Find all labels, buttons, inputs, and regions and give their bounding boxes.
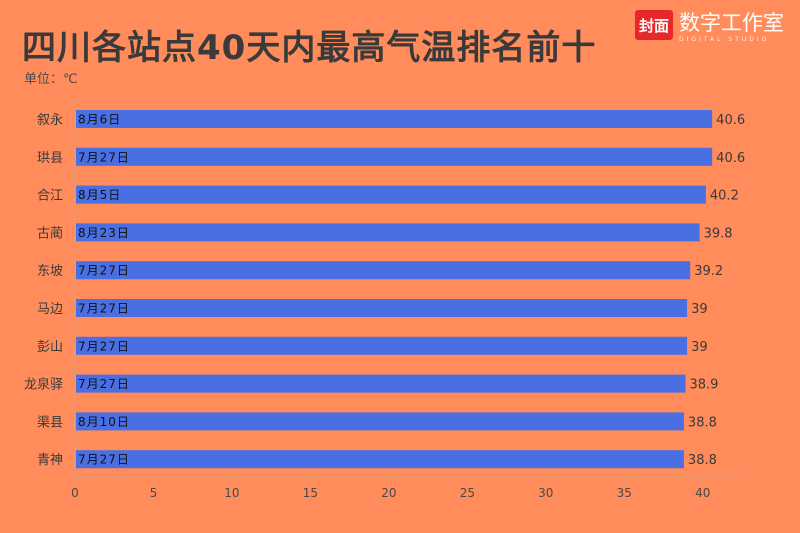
bar-date-label: 7月27日 xyxy=(78,453,130,467)
category-label: 马边 xyxy=(37,302,63,317)
bar-date-label: 7月27日 xyxy=(78,339,130,353)
bar-date-label: 8月10日 xyxy=(78,415,130,429)
value-label: 38.8 xyxy=(688,415,717,430)
bar-date-label: 8月6日 xyxy=(78,113,121,127)
category-label: 龙泉驿 xyxy=(24,377,63,393)
category-label: 渠县 xyxy=(37,415,63,430)
x-tick-label: 5 xyxy=(150,486,158,500)
bar-date-label: 7月27日 xyxy=(78,264,130,278)
category-label: 珙县 xyxy=(37,151,63,166)
value-label: 39.8 xyxy=(704,226,733,241)
logo-mark-icon: 封面 xyxy=(635,10,673,40)
logo-name: 数字工作室 xyxy=(679,11,784,35)
unit-label: 单位：℃ xyxy=(24,72,78,87)
bar xyxy=(76,110,713,128)
value-label: 40.6 xyxy=(716,151,745,166)
x-tick-label: 20 xyxy=(381,486,396,500)
bar-date-label: 8月5日 xyxy=(78,188,121,202)
bar xyxy=(76,336,688,355)
logo-subtitle: DIGITAL STUDIO xyxy=(679,36,770,43)
chart-title: 四川各站点40天内最高气温排名前十 xyxy=(22,28,597,68)
value-label: 40.6 xyxy=(716,113,745,128)
bar-date-label: 7月27日 xyxy=(78,150,130,164)
category-label: 彭山 xyxy=(37,340,63,355)
category-label: 合江 xyxy=(37,189,63,204)
x-tick-label: 40 xyxy=(695,486,710,500)
bar xyxy=(76,223,700,242)
value-label: 38.8 xyxy=(688,453,717,468)
x-tick-label: 30 xyxy=(538,486,553,500)
value-label: 39.2 xyxy=(694,264,723,279)
bar xyxy=(76,374,686,393)
category-label: 古蔺 xyxy=(37,226,63,241)
category-label: 叙永 xyxy=(37,113,63,128)
bar xyxy=(76,412,684,431)
x-tick-label: 15 xyxy=(303,486,318,500)
bar-date-label: 8月23日 xyxy=(78,226,130,240)
value-label: 38.9 xyxy=(690,378,719,393)
value-label: 39 xyxy=(691,340,708,355)
bar xyxy=(76,185,706,204)
x-tick-label: 10 xyxy=(224,486,239,500)
category-label: 青神 xyxy=(37,453,63,468)
x-tick-label: 0 xyxy=(71,486,79,500)
brand-logo: 封面 数字工作室 DIGITAL STUDIO xyxy=(635,10,784,43)
bar-date-label: 7月27日 xyxy=(78,302,130,316)
bar xyxy=(76,147,713,166)
bar-date-label: 7月27日 xyxy=(78,377,130,391)
x-tick-label: 25 xyxy=(460,486,475,500)
category-label: 东坡 xyxy=(37,264,63,279)
bar xyxy=(76,299,688,317)
value-label: 39 xyxy=(691,302,708,317)
value-label: 40.2 xyxy=(710,189,739,204)
bar xyxy=(76,261,691,280)
bar xyxy=(76,450,684,469)
x-tick-label: 35 xyxy=(617,486,632,500)
